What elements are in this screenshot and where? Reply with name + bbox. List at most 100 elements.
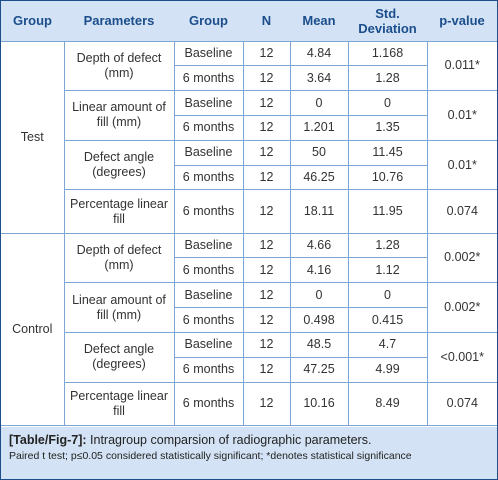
time-cell: Baseline (173, 139, 244, 166)
mean-cell: 0.498 (289, 307, 349, 333)
time-cell: 6 months (173, 164, 244, 191)
sd-cell: 0.415 (347, 307, 428, 333)
n-cell: 12 (242, 189, 291, 234)
mean-cell: 1.201 (289, 114, 349, 141)
header-row: Group Parameters Group N Mean Std. Devia… (1, 1, 497, 41)
parameter-cell: Depth of defect (mm) (63, 232, 175, 284)
n-cell: 12 (242, 40, 291, 67)
n-cell: 12 (242, 282, 291, 309)
column-header-mean: Mean (290, 1, 348, 41)
table-body: Test Depth of defect (mm) Baseline 12 4.84 1.… (1, 40, 497, 427)
mean-cell: 50 (289, 139, 349, 166)
n-cell: 12 (242, 257, 291, 284)
time-cell: 6 months (173, 356, 244, 383)
time-cell: 6 months (173, 65, 244, 92)
column-header-n: N (243, 1, 290, 41)
n-cell: 12 (242, 164, 291, 191)
p-value-cell: 0.002* (426, 232, 497, 284)
mean-cell: 4.84 (289, 40, 349, 67)
mean-cell: 47.25 (289, 356, 349, 383)
data-table: Group Parameters Group N Mean Std. Devia… (1, 1, 497, 427)
time-cell: Baseline (173, 40, 244, 67)
sd-cell: 8.49 (347, 381, 428, 427)
parameter-cell: Percentage linear fill (63, 381, 175, 427)
time-cell: 6 months (173, 189, 244, 234)
sd-cell: 0 (347, 282, 428, 309)
time-cell: Baseline (173, 331, 244, 358)
p-value-cell: 0.01* (426, 139, 497, 191)
time-cell: Baseline (173, 282, 244, 309)
caption-note: Paired t test; p≤0.05 considered statist… (9, 450, 412, 462)
sd-cell: 4.7 (347, 331, 428, 358)
sd-cell: 0 (347, 90, 428, 116)
mean-cell: 0 (289, 90, 349, 116)
mean-cell: 48.5 (289, 331, 349, 358)
mean-cell: 4.16 (289, 257, 349, 284)
sd-cell: 1.168 (347, 40, 428, 67)
time-cell: 6 months (173, 307, 244, 333)
time-cell: 6 months (173, 257, 244, 284)
table-caption: [Table/Fig-7]: Intragroup comparsion of … (1, 427, 497, 479)
n-cell: 12 (242, 232, 291, 259)
parameter-cell: Depth of defect (mm) (63, 40, 175, 92)
parameter-cell: Defect angle (degrees) (63, 331, 175, 383)
n-cell: 12 (242, 331, 291, 358)
mean-cell: 4.66 (289, 232, 349, 259)
sd-cell: 11.45 (347, 139, 428, 166)
p-value-cell: 0.074 (426, 381, 497, 427)
table-row: Percentage linear fill 6 months 12 18.11 11.… (1, 189, 497, 234)
parameter-cell: Linear amount of fill (mm) (63, 90, 175, 141)
mean-cell: 0 (289, 282, 349, 309)
sd-cell: 11.95 (347, 189, 428, 234)
column-header-std-deviation: Std. Deviation (348, 1, 427, 41)
p-value-cell: 0.002* (426, 282, 497, 333)
caption-label: [Table/Fig-7]: (9, 433, 87, 447)
n-cell: 12 (242, 90, 291, 116)
column-header-time-group: Group (174, 1, 243, 41)
time-cell: 6 months (173, 381, 244, 427)
table-row: 6 months 12 4.16 1.12 (1, 257, 497, 284)
table-row: 6 months 12 3.64 1.28 (1, 65, 497, 92)
mean-cell: 10.16 (289, 381, 349, 427)
group-cell: Test (1, 40, 65, 234)
sd-cell: 1.28 (347, 65, 428, 92)
sd-cell: 10.76 (347, 164, 428, 191)
table-row: Test Depth of defect (mm) Baseline 12 4.84 1.… (1, 40, 497, 234)
time-cell: Baseline (173, 90, 244, 116)
parameter-cell: Linear amount of fill (mm) (63, 282, 175, 333)
table-row: Defect angle (degrees) Baseline 12 50 11.45 0… (1, 139, 497, 191)
n-cell: 12 (242, 307, 291, 333)
parameter-cell: Defect angle (degrees) (63, 139, 175, 191)
sd-cell: 4.99 (347, 356, 428, 383)
column-header-p-value: p-value (427, 1, 497, 41)
n-cell: 12 (242, 381, 291, 427)
table-row: Percentage linear fill 6 months 12 10.16 8.4… (1, 381, 497, 427)
n-cell: 12 (242, 356, 291, 383)
table-row: Linear amount of fill (mm) Baseline 12 0 0 0.… (1, 90, 497, 141)
p-value-cell: 0.011* (426, 40, 497, 92)
table-row: Linear amount of fill (mm) Baseline 12 0 0 0.… (1, 282, 497, 333)
time-cell: Baseline (173, 232, 244, 259)
mean-cell: 18.11 (289, 189, 349, 234)
sd-cell: 1.28 (347, 232, 428, 259)
sd-cell: 1.35 (347, 114, 428, 141)
table-row: 6 months 12 1.201 1.35 (1, 114, 497, 141)
n-cell: 12 (242, 114, 291, 141)
sd-cell: 1.12 (347, 257, 428, 284)
table-row: 6 months 12 0.498 0.415 (1, 307, 497, 333)
p-value-cell: <0.001* (426, 331, 497, 383)
table-row: 6 months 12 47.25 4.99 (1, 356, 497, 383)
table-row: Control Depth of defect (mm) Baseline 12 4.6… (1, 232, 497, 427)
p-value-cell: 0.074 (426, 189, 497, 234)
column-header-parameters: Parameters (64, 1, 174, 41)
group-cell: Control (1, 232, 65, 427)
n-cell: 12 (242, 139, 291, 166)
p-value-cell: 0.01* (426, 90, 497, 141)
parameter-cell: Percentage linear fill (63, 189, 175, 234)
column-header-group: Group (1, 1, 64, 41)
mean-cell: 46.25 (289, 164, 349, 191)
table-row: 6 months 12 46.25 10.76 (1, 164, 497, 191)
mean-cell: 3.64 (289, 65, 349, 92)
caption-title: Intragroup comparsion of radiographic pa… (90, 433, 372, 447)
